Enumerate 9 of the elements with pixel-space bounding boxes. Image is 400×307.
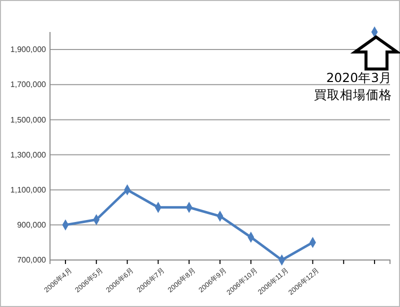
y-tick-label: 1,100,000 [10,185,47,194]
y-tick-label: 1,700,000 [10,80,47,90]
y-tick-label: 900,000 [17,220,47,230]
y-tick-label: 1,900,000 [10,45,47,54]
annotation: 2020年3月 [326,70,392,85]
annotation: 買取相場価格 [314,87,392,102]
y-tick-label: 700,000 [17,256,47,265]
y-tick-label: 1,300,000 [10,150,47,160]
y-tick-label: 1,500,000 [10,115,47,124]
